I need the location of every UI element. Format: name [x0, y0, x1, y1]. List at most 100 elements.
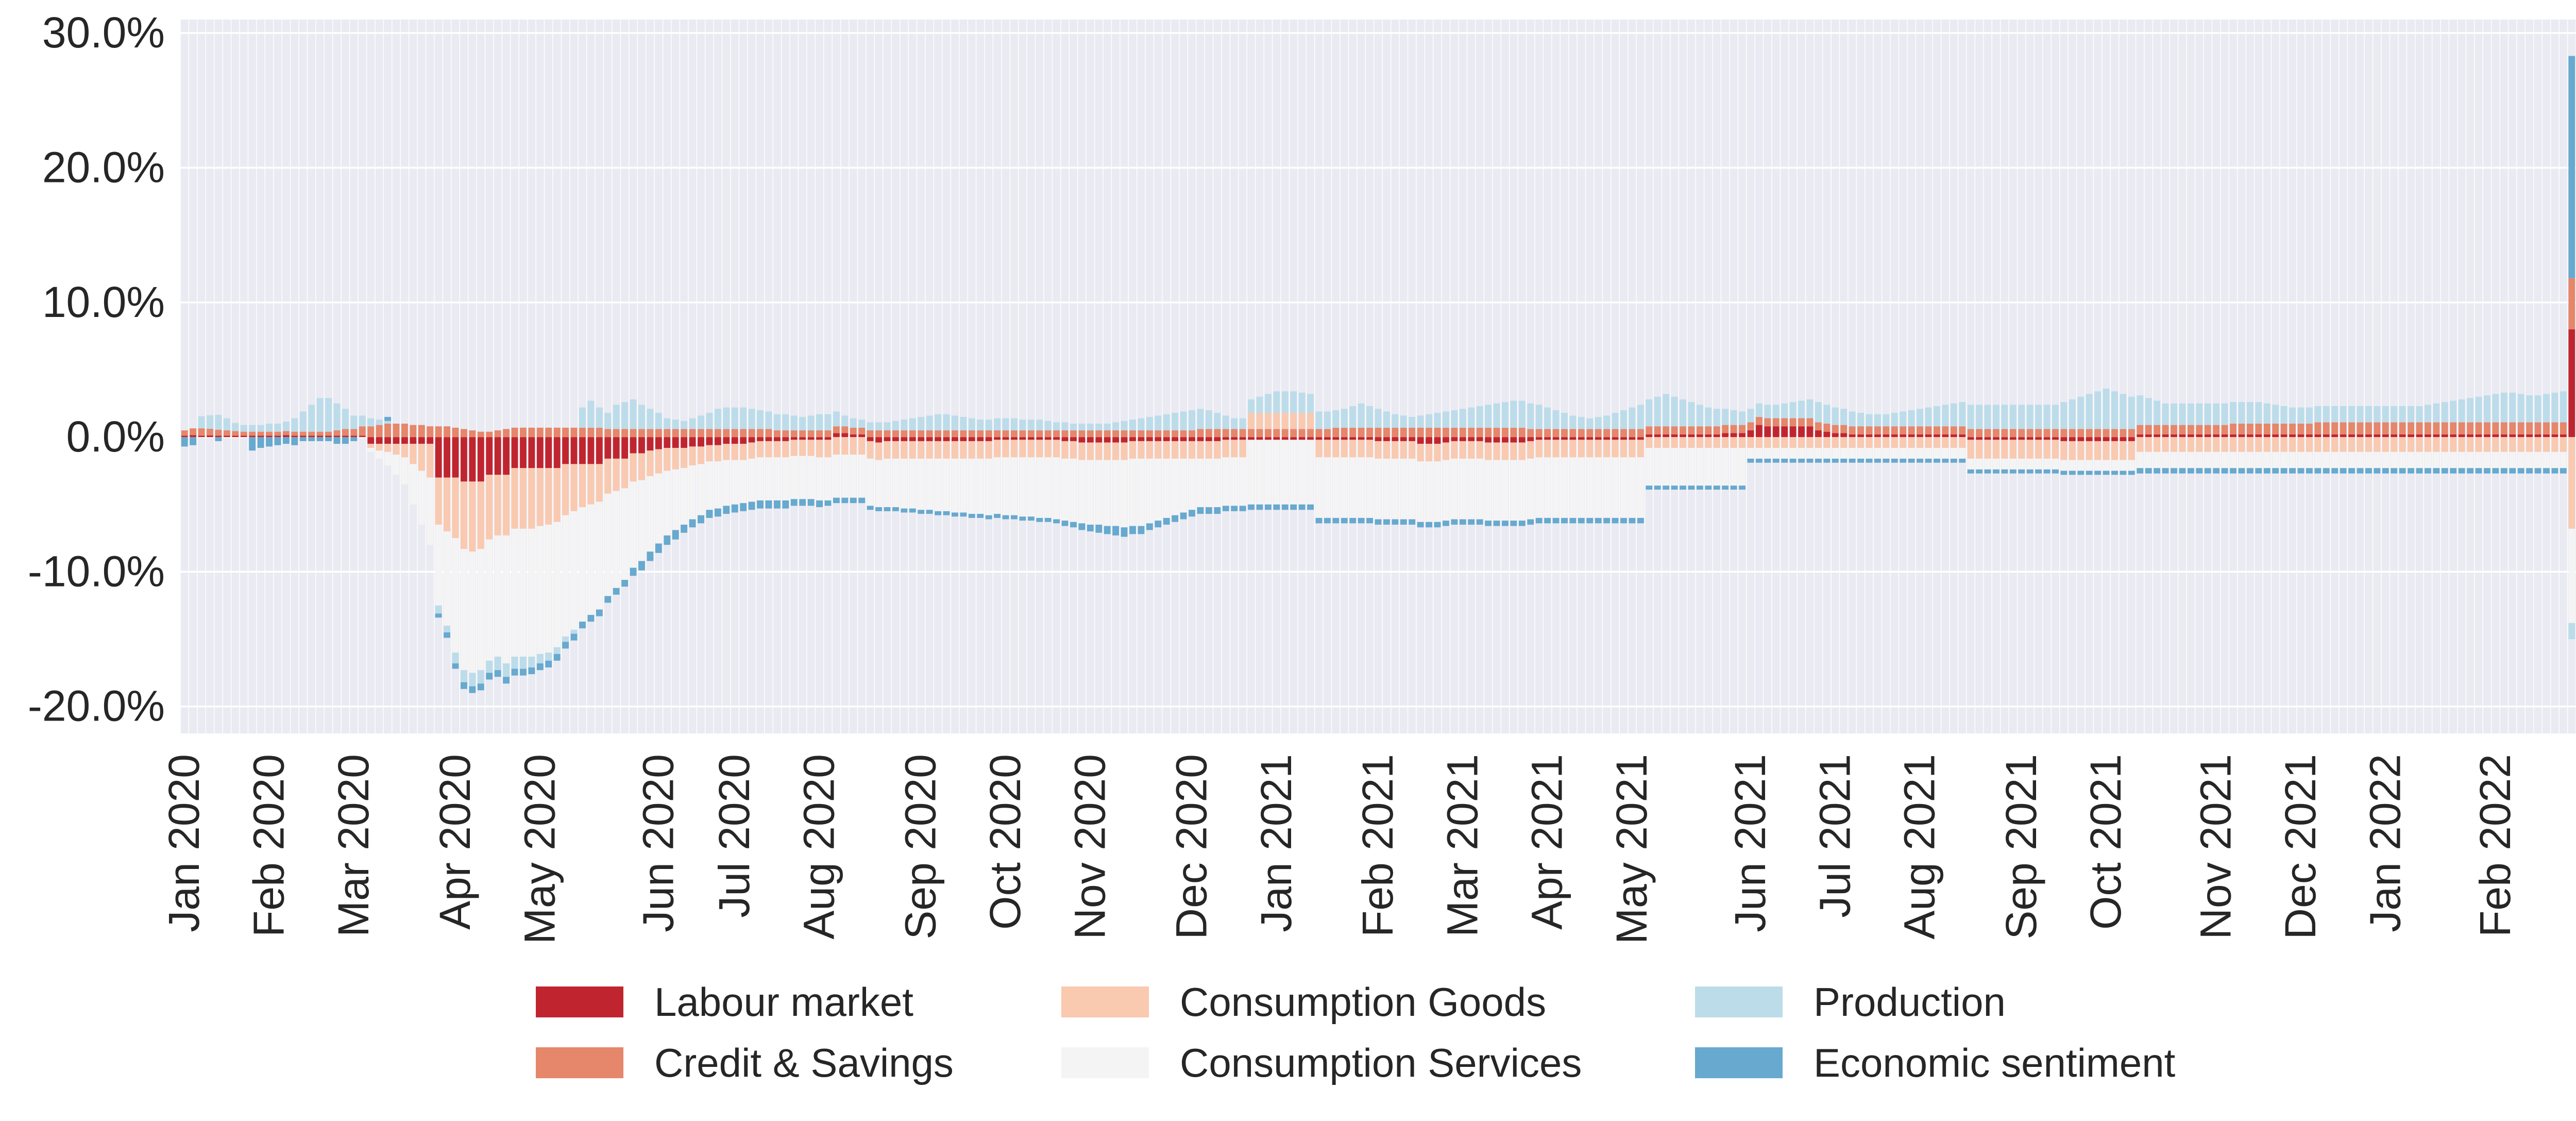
bar-segment — [875, 430, 882, 438]
bar-segment — [376, 425, 383, 438]
bar-segment — [926, 430, 933, 438]
bar-segment — [2526, 395, 2533, 423]
bar-segment — [1993, 458, 1999, 470]
legend-item-production: Production — [1695, 972, 2262, 1032]
bar-segment — [2263, 423, 2270, 434]
bar-segment — [2297, 434, 2304, 438]
bar-segment — [2213, 468, 2220, 474]
bar-segment — [2052, 405, 2059, 429]
bar-segment — [1959, 434, 1966, 438]
bar-segment — [1900, 448, 1907, 459]
bar-segment — [2391, 406, 2398, 423]
bar-segment — [215, 429, 222, 436]
bar-segment — [689, 437, 696, 447]
bar-segment — [2297, 468, 2304, 474]
bar-segment — [714, 445, 721, 462]
bar-segment — [232, 436, 239, 438]
bar-segment — [2357, 437, 2364, 452]
x-tick-label: Oct 2021 — [2081, 754, 2130, 930]
bar-segment — [2043, 405, 2050, 429]
bar-segment — [359, 436, 366, 438]
bar-segment — [2171, 468, 2177, 474]
bar-segment — [1011, 418, 1018, 431]
bar-segment — [757, 410, 764, 429]
bar-segment — [1866, 414, 1873, 427]
bar-segment — [647, 429, 654, 438]
bar-segment — [1637, 440, 1644, 458]
bar-segment — [308, 431, 315, 436]
bar-segment — [757, 500, 764, 509]
bar-segment — [1739, 411, 1745, 425]
bar-segment — [1434, 444, 1441, 462]
x-tick-label: Jan 2021 — [1252, 754, 1300, 932]
bar-segment — [190, 428, 197, 436]
bar-segment — [1036, 457, 1043, 518]
bar-segment — [1959, 402, 1966, 427]
bar-segment — [1061, 441, 1069, 459]
bar-segment — [376, 437, 383, 444]
bar-segment — [2450, 437, 2457, 452]
bar-segment — [452, 538, 459, 653]
bar-segment — [1392, 441, 1399, 459]
bar-segment — [2475, 422, 2482, 434]
bar-segment — [240, 425, 247, 432]
bar-segment — [2263, 468, 2270, 474]
bar-segment — [376, 450, 383, 459]
bar-segment — [1823, 458, 1831, 463]
bar-segment — [2069, 471, 2076, 475]
bar-segment — [2026, 437, 2033, 440]
bar-segment — [1053, 457, 1060, 520]
bar-segment — [1654, 448, 1661, 486]
x-tick-label: Apr 2021 — [1523, 754, 1571, 930]
bar-segment — [1857, 437, 1864, 448]
bar-segment — [1798, 400, 1805, 419]
bar-segment — [2111, 437, 2118, 441]
bar-segment — [1155, 415, 1162, 431]
bar-segment — [477, 437, 484, 482]
bar-segment — [190, 437, 197, 445]
bar-segment — [1485, 405, 1492, 428]
bar-segment — [1722, 425, 1729, 433]
bar-segment — [2026, 405, 2033, 429]
bar-segment — [1883, 437, 1890, 448]
bar-segment — [553, 437, 561, 469]
bar-segment — [240, 436, 247, 438]
bar-segment — [2069, 460, 2076, 471]
bar-segment — [2297, 407, 2304, 424]
bar-segment — [2204, 451, 2211, 469]
bar-segment — [1917, 448, 1923, 459]
bar-segment — [579, 507, 586, 622]
bar-segment — [909, 418, 916, 431]
bar-segment — [461, 481, 467, 549]
bar-segment — [2289, 451, 2296, 469]
bar-segment — [2348, 437, 2355, 452]
bar-segment — [943, 458, 950, 511]
bar-segment — [1112, 442, 1120, 460]
bar-segment — [291, 436, 298, 438]
bar-segment — [1332, 427, 1340, 438]
bar-segment — [1595, 457, 1602, 518]
bar-segment — [2365, 451, 2372, 469]
bar-segment — [2348, 468, 2355, 474]
bar-segment — [427, 444, 434, 478]
bar-segment — [901, 508, 908, 513]
bar-segment — [1087, 524, 1094, 532]
bar-segment — [1104, 423, 1111, 431]
bar-segment — [401, 444, 408, 458]
bar-segment — [2306, 451, 2313, 469]
bar-segment — [2280, 468, 2287, 474]
bar-segment — [1849, 458, 1856, 463]
bar-segment — [570, 437, 578, 464]
bar-segment — [1443, 427, 1449, 438]
bar-segment — [2043, 469, 2050, 474]
bar-segment — [2484, 451, 2490, 469]
bar-segment — [1535, 440, 1543, 458]
bar-segment — [528, 468, 535, 529]
bar-segment — [875, 507, 882, 511]
bar-segment — [435, 605, 442, 614]
bar-segment — [1434, 522, 1441, 528]
bar-segment — [2331, 437, 2338, 452]
bar-segment — [1730, 486, 1737, 490]
bar-segment — [1781, 426, 1788, 438]
bar-segment — [1680, 426, 1686, 434]
